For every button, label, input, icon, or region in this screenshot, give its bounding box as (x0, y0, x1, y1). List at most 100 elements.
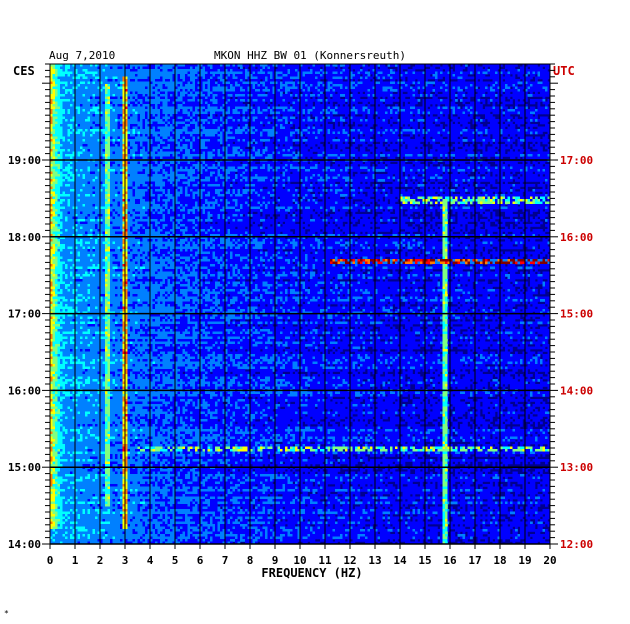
heatmap-cell (435, 117, 438, 120)
heatmap-cell (138, 84, 141, 87)
heatmap-cell (103, 72, 106, 75)
heatmap-cell (213, 119, 216, 122)
heatmap-cell (155, 82, 158, 85)
heatmap-cell (338, 84, 341, 87)
heatmap-cell (168, 72, 171, 75)
heatmap-cell (345, 114, 348, 117)
heatmap-cell (208, 67, 211, 70)
heatmap-cell (433, 119, 436, 122)
heatmap-cell (83, 82, 86, 85)
heatmap-cell (443, 89, 446, 92)
heatmap-cell (285, 97, 288, 100)
heatmap-cell (378, 122, 381, 125)
heatmap-cell (58, 122, 61, 125)
heatmap-cell (310, 127, 313, 130)
heatmap-cell (153, 99, 156, 102)
heatmap-cell (303, 127, 306, 130)
heatmap-cell (345, 99, 348, 102)
heatmap-cell (515, 104, 518, 107)
heatmap-cell (285, 77, 288, 80)
heatmap-cell (178, 77, 181, 80)
heatmap-cell (130, 89, 133, 92)
heatmap-cell (520, 82, 523, 85)
heatmap-cell (330, 92, 333, 95)
heatmap-cell (68, 92, 71, 95)
heatmap-cell (413, 97, 416, 100)
heatmap-cell (370, 119, 373, 122)
heatmap-cell (205, 102, 208, 105)
heatmap-cell (210, 94, 213, 97)
heatmap-cell (265, 127, 268, 130)
heatmap-cell (245, 84, 248, 87)
heatmap-cell (488, 129, 491, 132)
heatmap-cell (258, 92, 261, 95)
heatmap-cell (370, 82, 373, 85)
heatmap-cell (130, 104, 133, 107)
heatmap-cell (263, 114, 266, 117)
heatmap-cell (468, 99, 471, 102)
heatmap-cell (340, 89, 343, 92)
heatmap-cell (408, 84, 411, 87)
heatmap-cell (545, 127, 548, 130)
heatmap-cell (520, 97, 523, 100)
heatmap-cell (85, 112, 88, 115)
heatmap-cell (203, 77, 206, 80)
heatmap-cell (483, 127, 486, 130)
heatmap-cell (255, 72, 258, 75)
heatmap-cell (460, 129, 463, 132)
heatmap-cell (60, 114, 63, 117)
heatmap-cell (318, 124, 321, 127)
heatmap-cell (258, 67, 261, 70)
heatmap-cell (290, 114, 293, 117)
heatmap-cell (215, 117, 218, 120)
heatmap-cell (433, 127, 436, 130)
heatmap-cell (543, 69, 546, 72)
heatmap-cell (528, 89, 531, 92)
heatmap-cell (355, 82, 358, 85)
heatmap-cell (513, 127, 516, 130)
heatmap-cell (68, 117, 71, 120)
heatmap-cell (328, 94, 331, 97)
heatmap-cell (130, 124, 133, 127)
heatmap-cell (358, 112, 361, 115)
heatmap-cell (138, 82, 141, 85)
heatmap-cell (268, 99, 271, 102)
heatmap-cell (253, 122, 256, 125)
heatmap-cell (258, 112, 261, 115)
heatmap-cell (488, 112, 491, 115)
heatmap-cell (458, 107, 461, 110)
heatmap-cell (230, 122, 233, 125)
heatmap-cell (253, 119, 256, 122)
heatmap-cell (260, 77, 263, 80)
heatmap-cell (505, 72, 508, 75)
heatmap-cell (143, 114, 146, 117)
heatmap-cell (435, 79, 438, 82)
heatmap-cell (303, 89, 306, 92)
heatmap-cell (85, 114, 88, 117)
heatmap-cell (240, 109, 243, 112)
heatmap-cell (155, 74, 158, 77)
heatmap-cell (178, 127, 181, 130)
heatmap-cell (470, 67, 473, 70)
heatmap-cell (388, 82, 391, 85)
heatmap-cell (288, 114, 291, 117)
heatmap-cell (220, 132, 223, 135)
heatmap-cell (378, 97, 381, 100)
heatmap-cell (478, 129, 481, 132)
heatmap-cell (493, 94, 496, 97)
heatmap-cell (165, 99, 168, 102)
heatmap-cell (218, 109, 221, 112)
heatmap-cell (135, 94, 138, 97)
heatmap-cell (340, 129, 343, 132)
heatmap-cell (103, 84, 106, 87)
heatmap-cell (320, 87, 323, 90)
heatmap-cell (260, 69, 263, 72)
heatmap-cell (103, 97, 106, 100)
heatmap-cell (428, 82, 431, 85)
heatmap-cell (455, 72, 458, 75)
heatmap-cell (68, 129, 71, 132)
heatmap-cell (483, 129, 486, 132)
heatmap-cell (155, 77, 158, 80)
heatmap-cell (418, 87, 421, 90)
heatmap-cell (508, 129, 511, 132)
